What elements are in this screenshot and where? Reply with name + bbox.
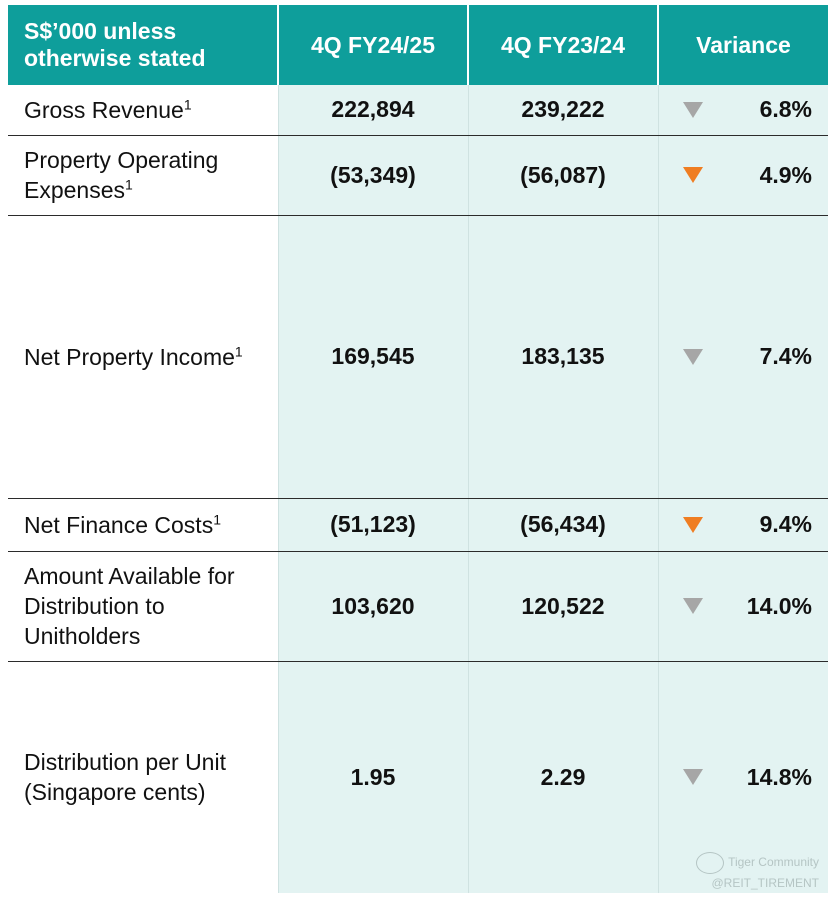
- current-value: 169,545: [277, 215, 469, 499]
- table-row: Net Finance Costs1 (51,123) (56,434) 9.4…: [8, 498, 828, 552]
- header-label: S$’000 unless otherwise stated: [8, 5, 279, 85]
- variance-cell: 14.0%: [658, 551, 828, 662]
- variance-value: 6.8%: [759, 96, 812, 123]
- variance-cell: 7.4%: [658, 215, 828, 499]
- down-arrow-icon: [682, 101, 703, 118]
- variance-value: 4.9%: [759, 161, 812, 188]
- watermark: Tiger Community @REIT_TIREMENT: [696, 852, 819, 892]
- variance-cell: 6.8%: [658, 85, 828, 136]
- variance-value: 7.4%: [759, 343, 812, 369]
- row-label: Distribution per Unit (Singapore cents): [24, 749, 226, 806]
- header-variance: Variance: [658, 5, 828, 85]
- prior-value: 239,222: [467, 85, 659, 136]
- row-label: Net Property Income1: [8, 215, 278, 499]
- table-row: Amount Available for Distribution to Uni…: [8, 551, 828, 662]
- header-current-quarter: 4Q FY24/25: [278, 5, 469, 85]
- prior-value: 183,135: [467, 215, 659, 499]
- variance-value: 9.4%: [759, 511, 812, 537]
- down-arrow-icon: [682, 167, 703, 183]
- down-arrow-icon: [682, 348, 703, 365]
- down-arrow-icon: [682, 516, 703, 533]
- prior-value: 2.29: [467, 661, 659, 893]
- current-value: 103,620: [277, 551, 469, 662]
- prior-value: (56,087): [467, 135, 659, 216]
- table-row: Property Operating Expenses1 (53,349) (5…: [8, 135, 828, 216]
- current-value: 1.95: [277, 661, 469, 893]
- down-arrow-icon: [682, 598, 703, 614]
- watermark-handle: @REIT_TIREMENT: [711, 876, 819, 890]
- table-row: Net Property Income1 169,545 183,135 7.4…: [8, 215, 828, 499]
- variance-cell: 14.8%: [658, 661, 828, 893]
- row-label: Amount Available for Distribution to Uni…: [8, 551, 278, 662]
- prior-value: 120,522: [467, 551, 659, 662]
- header-prior-quarter: 4Q FY23/24: [468, 5, 659, 85]
- variance-value: 14.8%: [746, 763, 812, 790]
- watermark-brand: Tiger Community: [728, 855, 819, 870]
- row-label: Gross Revenue1: [8, 85, 278, 136]
- table-row: Distribution per Unit (Singapore cents) …: [8, 661, 828, 893]
- row-label: Net Finance Costs1: [8, 498, 278, 552]
- row-label: Property Operating Expenses1: [8, 135, 278, 216]
- tiger-community-logo-icon: [696, 852, 725, 874]
- down-arrow-icon: [682, 769, 703, 786]
- table-row: Gross Revenue1 222,894 239,222 6.8%: [8, 85, 828, 136]
- prior-value: (56,434): [467, 498, 659, 552]
- financial-summary-table: S$’000 unless otherwise stated 4Q FY24/2…: [8, 5, 828, 893]
- current-value: 222,894: [277, 85, 469, 136]
- variance-value: 14.0%: [746, 592, 812, 619]
- variance-cell: 4.9%: [658, 135, 828, 216]
- current-value: (53,349): [277, 135, 469, 216]
- table-header-row: S$’000 unless otherwise stated 4Q FY24/2…: [8, 5, 828, 85]
- variance-cell: 9.4%: [658, 498, 828, 552]
- current-value: (51,123): [277, 498, 469, 552]
